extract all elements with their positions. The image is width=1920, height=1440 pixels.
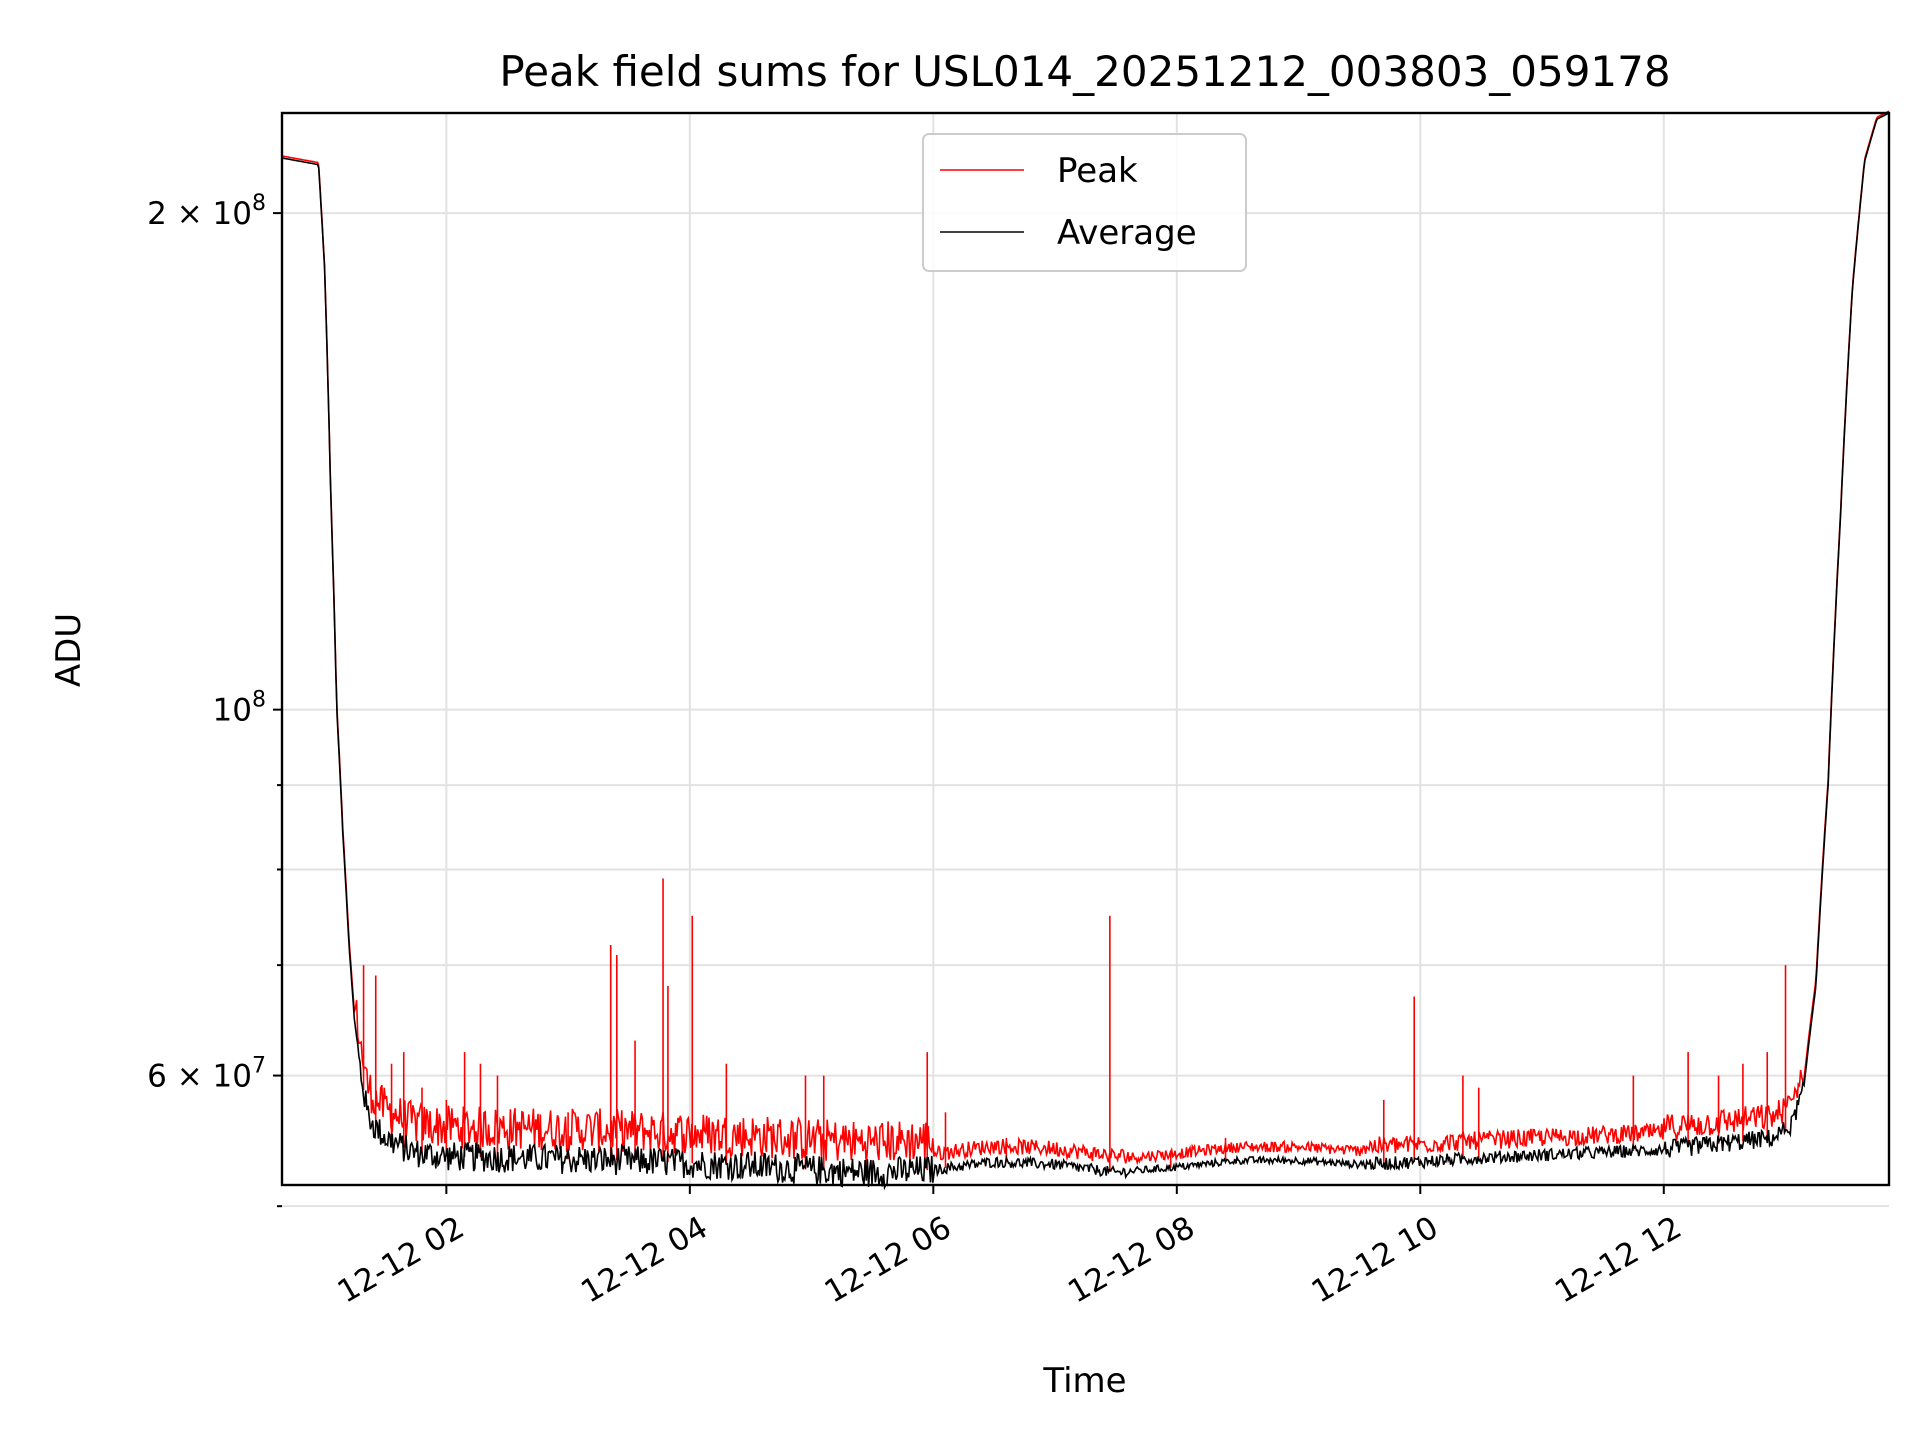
y-tick-label: 2 × 108 <box>147 191 266 232</box>
series-line-peak <box>281 110 1890 1166</box>
legend: Peak Average <box>922 133 1247 272</box>
legend-label-average: Average <box>1057 213 1197 253</box>
chart-title: Peak field sums for USL014_20251212_0038… <box>499 47 1670 96</box>
y-tick-label: 108 <box>213 688 266 729</box>
x-axis-label: Time <box>1042 1361 1126 1401</box>
legend-label-peak: Peak <box>1057 151 1138 191</box>
y-tick-label: 6 × 107 <box>147 1054 266 1095</box>
y-ticks: 2 × 108 108 6 × 107 <box>147 191 282 1208</box>
grid <box>282 113 1889 1208</box>
series-line-average <box>281 112 1890 1191</box>
legend-box <box>922 133 1247 272</box>
y-axis-label: ADU <box>49 613 89 687</box>
axes-frame <box>280 111 1891 1187</box>
data-lines <box>281 110 1890 1191</box>
